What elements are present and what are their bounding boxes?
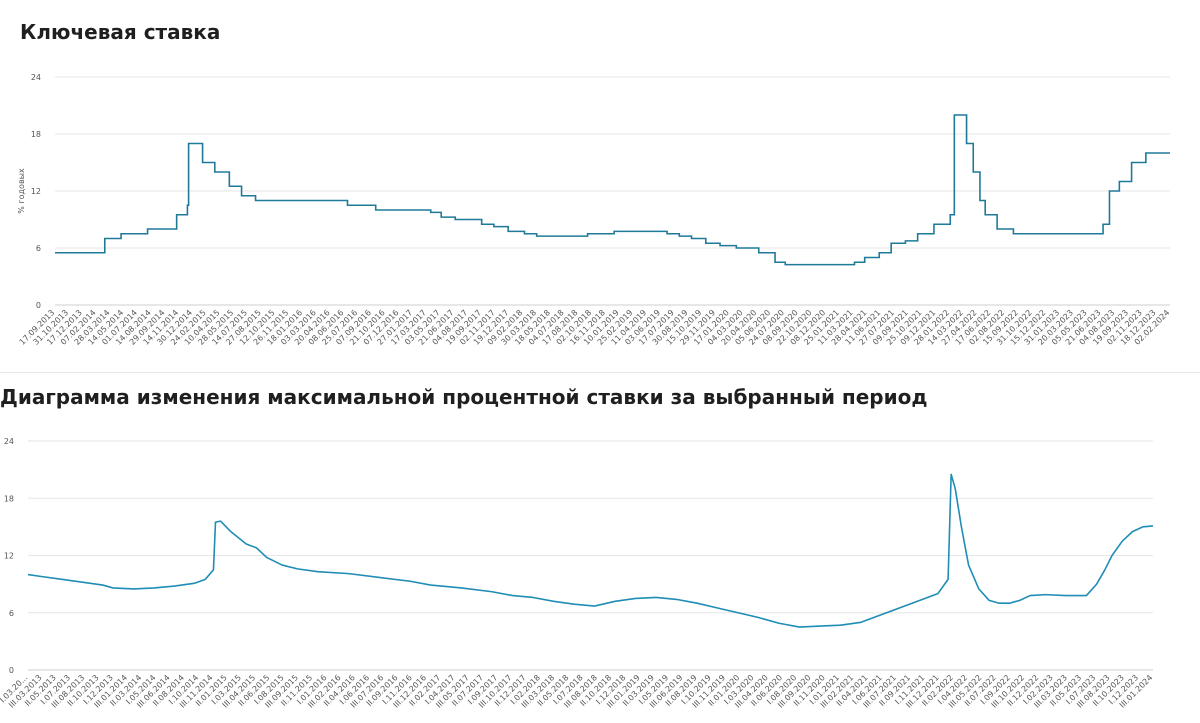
y-tick-label: 12 — [4, 552, 14, 561]
max-rate-series-line — [27, 473, 1154, 628]
y-tick-label: 0 — [9, 666, 14, 675]
y-tick-label: 24 — [4, 437, 14, 446]
chart-title-max-rate: Диаграмма изменения максимальной процент… — [0, 385, 928, 409]
y-tick-label: 12 — [31, 187, 41, 196]
section-divider — [0, 372, 1200, 373]
y-tick-label: 18 — [4, 494, 14, 503]
y-tick-label: 24 — [31, 73, 41, 82]
key-rate-series-line — [55, 114, 1170, 266]
y-tick-label: 6 — [9, 609, 14, 618]
y-tick-label: 0 — [36, 301, 41, 310]
chart-title-key-rate: Ключевая ставка — [20, 20, 221, 44]
y-tick-label: 18 — [31, 130, 41, 139]
y-tick-label: 6 — [36, 244, 41, 253]
y-axis-label: % годовых — [17, 168, 26, 214]
